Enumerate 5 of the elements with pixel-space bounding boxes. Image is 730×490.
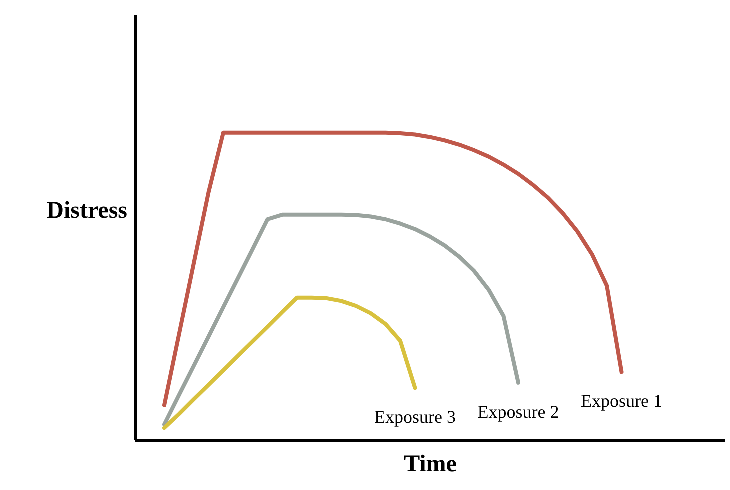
- series-label: Exposure 3: [374, 407, 456, 428]
- y-axis-title: Distress: [46, 198, 128, 224]
- x-axis-title: Time: [404, 452, 458, 478]
- series-label: Exposure 2: [478, 402, 560, 422]
- series-label: Exposure 1: [581, 391, 662, 412]
